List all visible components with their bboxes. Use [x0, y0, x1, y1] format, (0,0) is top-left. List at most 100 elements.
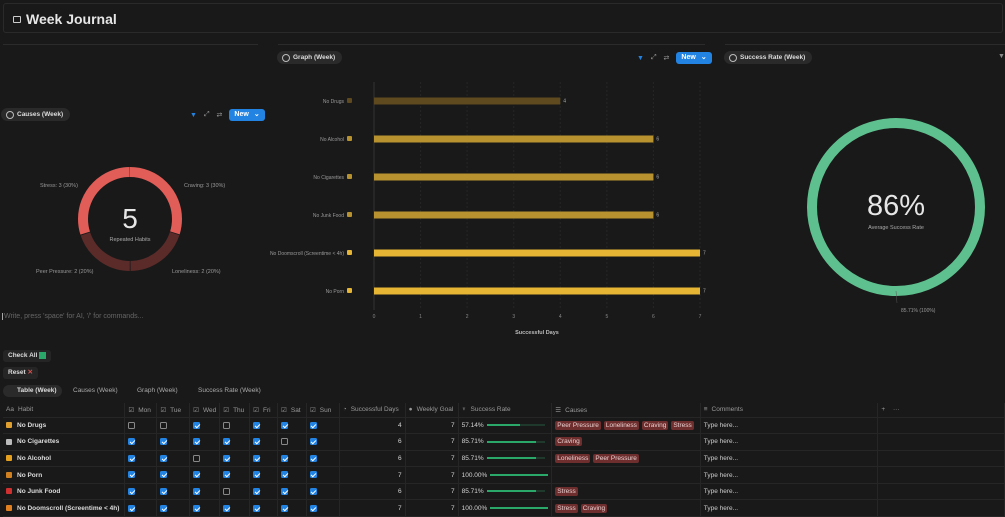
day-checkbox-fri[interactable] [253, 454, 261, 462]
column-header-causes[interactable]: ☰ Causes [551, 403, 701, 418]
bar[interactable] [374, 97, 561, 105]
column-header-sun[interactable]: ☑ Sun [306, 403, 340, 418]
causes-view-tab[interactable]: Causes (Week) [1, 108, 71, 121]
day-checkbox-tue[interactable] [160, 471, 168, 479]
new-button[interactable]: New ⌄ [229, 109, 265, 121]
bar[interactable] [374, 287, 700, 295]
day-checkbox-wed[interactable] [193, 471, 201, 479]
tab-graph-week[interactable]: Graph (Week) [137, 387, 178, 394]
day-checkbox-wed[interactable] [193, 421, 201, 429]
day-checkbox-tue[interactable] [160, 438, 168, 446]
column-header-weekly-goal[interactable]: ● Weekly Goal [405, 403, 459, 418]
reset-button[interactable]: Reset ✕ [3, 367, 38, 379]
comment-cell[interactable]: Type here... [700, 433, 879, 451]
donut-slice-stress[interactable] [78, 167, 182, 271]
day-checkbox-thu[interactable] [223, 488, 231, 496]
column-header-thu[interactable]: ☑ Thu [219, 403, 251, 418]
causes-cell[interactable] [551, 466, 701, 484]
day-checkbox-thu[interactable] [223, 504, 231, 512]
tab-table-week[interactable]: Table (Week) [3, 385, 62, 397]
habit-cell[interactable]: No Cigarettes [3, 433, 126, 451]
editor-input[interactable]: Write, press 'space' for AI, '/' for com… [2, 313, 144, 320]
filter-icon[interactable]: ▼ [637, 54, 644, 62]
causes-cell[interactable]: Craving [551, 433, 701, 451]
day-checkbox-sat[interactable] [281, 471, 289, 479]
chevron-down-icon[interactable]: ⌄ [253, 111, 260, 118]
day-checkbox-sun[interactable] [309, 471, 317, 479]
day-checkbox-sun[interactable] [309, 454, 317, 462]
success-rate-view-tab[interactable]: Success Rate (Week) [724, 51, 813, 64]
comment-cell[interactable]: Type here... [700, 499, 879, 517]
add-column-icon[interactable]: + [881, 406, 886, 414]
column-header-fri[interactable]: ☑ Fri [249, 403, 279, 418]
tab-causes-week[interactable]: Causes (Week) [73, 387, 118, 394]
habit-cell[interactable]: No Alcohol [3, 450, 126, 468]
column-header-success-rate[interactable]: ♆ Success Rate [458, 403, 553, 418]
day-checkbox-mon[interactable] [128, 421, 136, 429]
day-checkbox-sat[interactable] [281, 488, 289, 496]
check-all-button[interactable]: Check All [3, 350, 52, 362]
habit-cell[interactable]: No Junk Food [3, 483, 126, 501]
day-checkbox-mon[interactable] [128, 454, 136, 462]
habit-cell[interactable]: No Doomscroll (Screentime < 4h) [3, 499, 126, 517]
bar[interactable] [374, 249, 700, 257]
column-header-wed[interactable]: ☑ Wed [189, 403, 221, 418]
day-checkbox-sun[interactable] [309, 488, 317, 496]
comment-cell[interactable]: Type here... [700, 450, 879, 468]
day-checkbox-sat[interactable] [281, 454, 289, 462]
day-checkbox-fri[interactable] [253, 471, 261, 479]
chevron-down-icon[interactable]: ⌄ [700, 54, 707, 61]
bar[interactable] [374, 135, 654, 143]
more-options-icon[interactable]: ··· [892, 406, 900, 414]
day-checkbox-fri[interactable] [253, 488, 261, 496]
day-checkbox-mon[interactable] [128, 471, 136, 479]
comment-cell[interactable]: Type here... [700, 466, 879, 484]
day-checkbox-wed[interactable] [193, 488, 201, 496]
donut-slice-craving[interactable] [78, 167, 182, 271]
column-header-habit[interactable]: Aa Habit [3, 403, 126, 418]
day-checkbox-wed[interactable] [193, 454, 201, 462]
day-checkbox-fri[interactable] [253, 504, 261, 512]
comment-cell[interactable]: Type here... [700, 483, 879, 501]
day-checkbox-sun[interactable] [309, 504, 317, 512]
day-checkbox-wed[interactable] [193, 504, 201, 512]
day-checkbox-fri[interactable] [253, 438, 261, 446]
causes-cell[interactable]: Stress [551, 483, 701, 501]
habit-cell[interactable]: No Drugs [3, 417, 126, 435]
day-checkbox-mon[interactable] [128, 438, 136, 446]
day-checkbox-fri[interactable] [253, 421, 261, 429]
day-checkbox-tue[interactable] [160, 488, 168, 496]
day-checkbox-thu[interactable] [223, 421, 231, 429]
settings-icon[interactable]: ⇄ [663, 55, 670, 62]
new-button[interactable]: New ⌄ [676, 52, 712, 64]
column-header-tue[interactable]: ☑ Tue [156, 403, 191, 418]
day-checkbox-sat[interactable] [281, 504, 289, 512]
day-checkbox-sat[interactable] [281, 438, 289, 446]
day-checkbox-tue[interactable] [160, 421, 168, 429]
day-checkbox-mon[interactable] [128, 488, 136, 496]
column-header-mon[interactable]: ☑ Mon [124, 403, 158, 418]
day-checkbox-tue[interactable] [160, 454, 168, 462]
day-checkbox-thu[interactable] [223, 454, 231, 462]
expand-icon[interactable]: ⤢ [650, 54, 657, 61]
day-checkbox-mon[interactable] [128, 504, 136, 512]
causes-cell[interactable]: Peer Pressure Loneliness Craving Stress [551, 417, 701, 435]
day-checkbox-wed[interactable] [193, 438, 201, 446]
comment-cell[interactable]: Type here... [700, 417, 879, 435]
bar[interactable] [374, 211, 654, 219]
tab-success-rate-week[interactable]: Success Rate (Week) [198, 387, 261, 394]
settings-icon[interactable]: ⇄ [216, 112, 223, 119]
causes-cell[interactable]: Loneliness Peer Pressure [551, 450, 701, 468]
expand-icon[interactable]: ⤢ [203, 111, 210, 118]
filter-icon[interactable]: ▼ [998, 53, 1005, 60]
filter-icon[interactable]: ▼ [190, 111, 197, 119]
column-header-sat[interactable]: ☑ Sat [277, 403, 307, 418]
column-header-successful-days[interactable]: ◔ Successful Days [339, 403, 406, 418]
graph-view-tab[interactable]: Graph (Week) [277, 51, 343, 64]
day-checkbox-sun[interactable] [309, 421, 317, 429]
bar[interactable] [374, 173, 654, 181]
causes-cell[interactable]: Stress Craving [551, 499, 701, 517]
column-header-comments[interactable]: ≡ Comments [700, 403, 879, 418]
day-checkbox-thu[interactable] [223, 471, 231, 479]
day-checkbox-sun[interactable] [309, 438, 317, 446]
